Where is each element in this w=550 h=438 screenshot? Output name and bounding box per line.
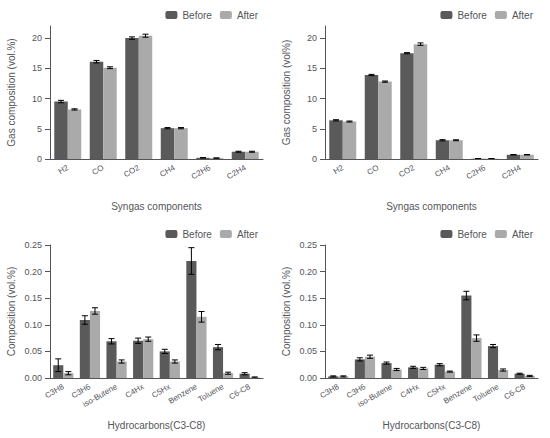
svg-text:Toluene: Toluene xyxy=(472,382,501,404)
svg-text:Benzene: Benzene xyxy=(167,382,199,406)
svg-text:0.25: 0.25 xyxy=(24,240,42,250)
svg-text:Hydrocarbons(C3-C8): Hydrocarbons(C3-C8) xyxy=(383,420,481,431)
svg-text:0.20: 0.20 xyxy=(24,267,42,277)
svg-text:Before: Before xyxy=(182,10,212,21)
svg-text:iso-Butene: iso-Butene xyxy=(356,382,394,409)
svg-text:Composition (vol.%): Composition (vol.%) xyxy=(281,267,292,356)
svg-text:C5Hx: C5Hx xyxy=(425,382,448,400)
svg-text:C6-C8: C6-C8 xyxy=(502,382,527,402)
svg-text:0.10: 0.10 xyxy=(24,320,42,330)
svg-text:iso-Butene: iso-Butene xyxy=(81,382,119,409)
svg-text:10: 10 xyxy=(32,94,42,104)
svg-text:CH4: CH4 xyxy=(433,163,452,179)
svg-text:C4Hx: C4Hx xyxy=(124,382,146,400)
svg-text:0: 0 xyxy=(37,154,42,164)
svg-text:CO: CO xyxy=(366,163,381,177)
svg-text:10: 10 xyxy=(307,94,317,104)
svg-text:C3H8: C3H8 xyxy=(43,382,66,400)
svg-text:0.10: 0.10 xyxy=(299,320,317,330)
svg-text:0.00: 0.00 xyxy=(299,373,317,383)
svg-text:CH4: CH4 xyxy=(158,163,177,179)
svg-text:Toluene: Toluene xyxy=(197,382,226,404)
svg-text:C3H6: C3H6 xyxy=(345,382,368,401)
svg-text:Syngas components: Syngas components xyxy=(386,201,477,212)
svg-text:Hydrocarbons(C3-C8): Hydrocarbons(C3-C8) xyxy=(108,420,206,431)
svg-text:Before: Before xyxy=(457,229,487,240)
svg-text:CO2: CO2 xyxy=(397,163,416,179)
svg-text:H2: H2 xyxy=(332,163,346,176)
svg-text:C2H6: C2H6 xyxy=(465,163,488,181)
svg-text:5: 5 xyxy=(37,124,42,134)
svg-text:Gas composition (vol%): Gas composition (vol%) xyxy=(281,40,292,146)
svg-text:Before: Before xyxy=(182,229,212,240)
svg-text:15: 15 xyxy=(32,63,42,73)
svg-text:Benzene: Benzene xyxy=(442,382,474,406)
svg-text:15: 15 xyxy=(307,63,317,73)
svg-text:C3H8: C3H8 xyxy=(318,382,341,400)
svg-text:0.20: 0.20 xyxy=(299,267,317,277)
svg-text:0.00: 0.00 xyxy=(24,373,42,383)
svg-text:After: After xyxy=(237,10,259,21)
svg-text:0.25: 0.25 xyxy=(299,240,317,250)
svg-text:Gas composition (vol.%): Gas composition (vol.%) xyxy=(6,38,17,146)
svg-text:5: 5 xyxy=(312,124,317,134)
svg-text:0.15: 0.15 xyxy=(24,293,42,303)
svg-text:C2H4: C2H4 xyxy=(500,163,523,181)
svg-text:Composition (vol.%): Composition (vol.%) xyxy=(6,267,17,356)
svg-text:C2H6: C2H6 xyxy=(190,163,213,181)
svg-text:C4Hx: C4Hx xyxy=(399,382,421,400)
svg-text:0.05: 0.05 xyxy=(299,346,317,356)
svg-text:CO: CO xyxy=(91,163,106,177)
svg-text:Syngas components: Syngas components xyxy=(111,201,202,212)
svg-text:C3H6: C3H6 xyxy=(70,382,93,401)
svg-text:H2: H2 xyxy=(57,163,71,176)
svg-text:After: After xyxy=(237,229,259,240)
svg-text:C2H4: C2H4 xyxy=(225,163,248,181)
svg-text:CO2: CO2 xyxy=(122,163,141,179)
svg-text:0.15: 0.15 xyxy=(299,293,317,303)
svg-text:0: 0 xyxy=(312,154,317,164)
svg-text:After: After xyxy=(512,229,534,240)
svg-text:C6-C8: C6-C8 xyxy=(227,382,252,402)
svg-text:C5Hx: C5Hx xyxy=(150,382,173,400)
svg-text:20: 20 xyxy=(32,33,42,43)
svg-text:Before: Before xyxy=(457,10,487,21)
svg-text:0.05: 0.05 xyxy=(24,346,42,356)
svg-text:After: After xyxy=(512,10,534,21)
svg-text:20: 20 xyxy=(307,33,317,43)
